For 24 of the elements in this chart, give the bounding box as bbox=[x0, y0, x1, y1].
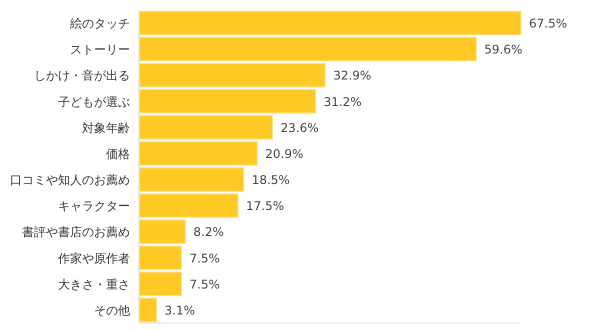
y-tick-label: 作家や原作者 bbox=[57, 251, 130, 266]
y-tick-label: 絵のタッチ bbox=[69, 16, 130, 31]
y-tick-label: 子どもが選ぶ bbox=[58, 94, 130, 109]
data-label: 7.5% bbox=[189, 251, 220, 266]
data-label: 17.5% bbox=[246, 199, 284, 214]
data-label: 3.1% bbox=[164, 303, 196, 318]
y-tick-label: 価格 bbox=[106, 146, 130, 161]
data-label: 31.2% bbox=[324, 94, 362, 109]
data-label: 7.5% bbox=[189, 277, 220, 292]
y-tick-label: 大きさ・重さ bbox=[58, 277, 130, 292]
y-tick-label: その他 bbox=[94, 303, 130, 318]
y-tick-label: ストーリー bbox=[70, 42, 130, 57]
y-tick-label: キャラクター bbox=[58, 199, 130, 214]
data-label: 23.6% bbox=[280, 120, 319, 135]
data-label: 8.2% bbox=[193, 225, 224, 240]
y-tick-label: しかけ・音が出る bbox=[34, 68, 130, 83]
data-label: 18.5% bbox=[252, 173, 290, 188]
y-tick-label: 口コミや知人のお薦め bbox=[10, 173, 130, 188]
data-label: 20.9% bbox=[265, 146, 304, 161]
data-label: 59.6% bbox=[484, 42, 522, 57]
y-tick-label: 対象年齢 bbox=[82, 120, 130, 135]
data-label: 32.9% bbox=[333, 68, 372, 83]
y-tick-label: 書評や書店のお薦め bbox=[22, 225, 130, 240]
data-label: 67.5% bbox=[529, 16, 568, 31]
